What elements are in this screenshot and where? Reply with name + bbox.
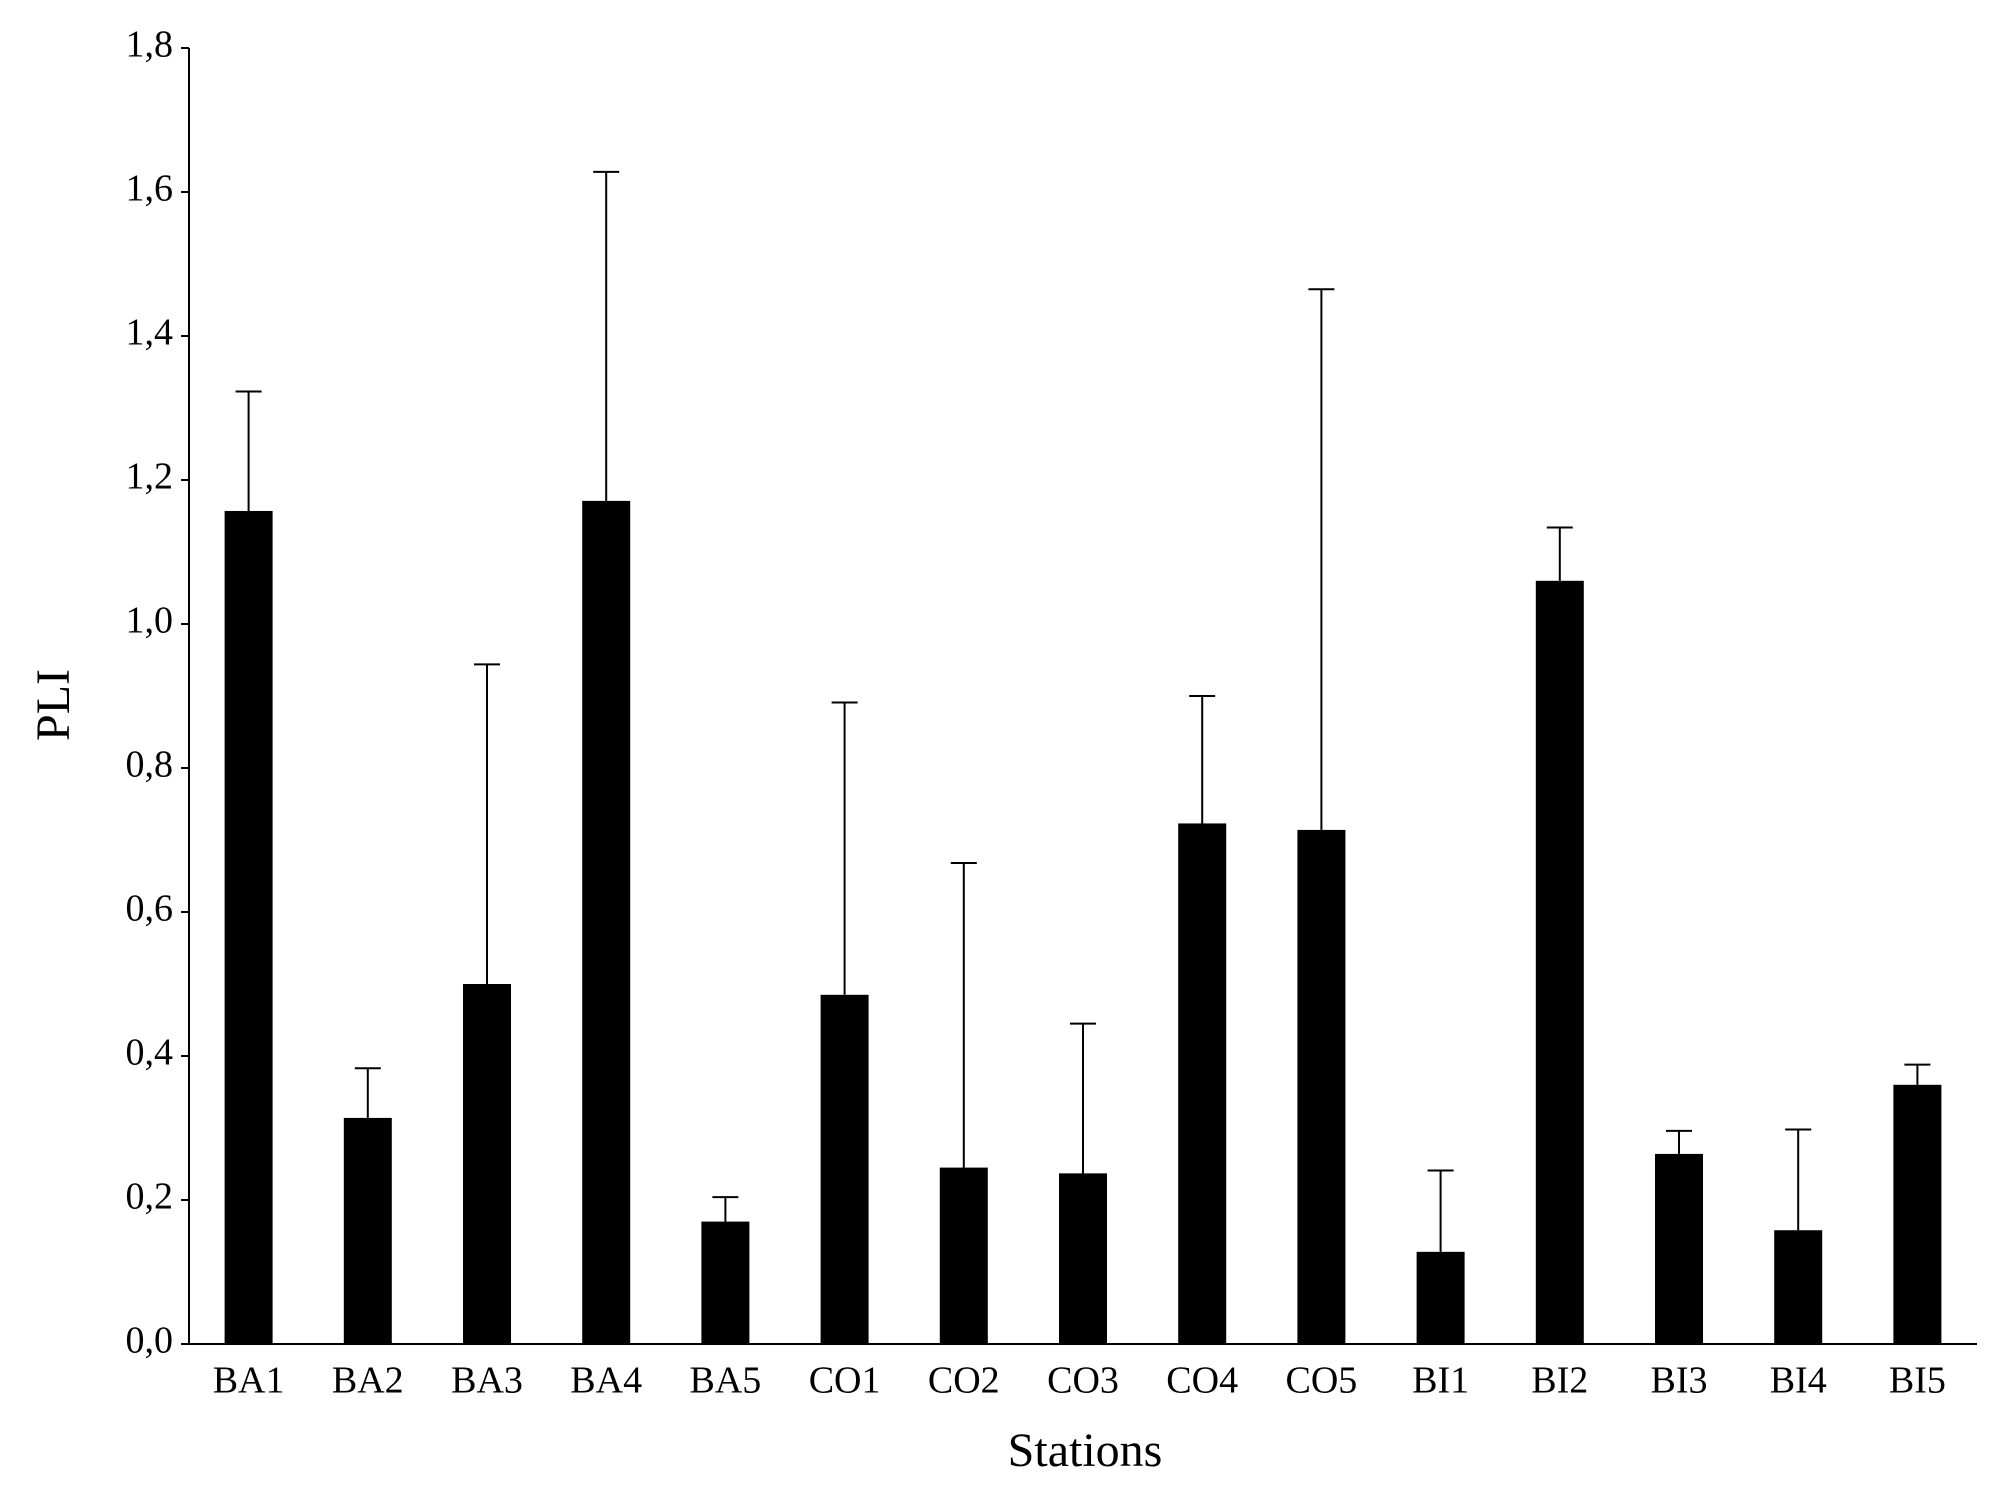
error-bar (1189, 695, 1216, 824)
y-tick-label: 1,6 (126, 168, 174, 210)
x-tick-label: BA5 (690, 1360, 762, 1402)
error-bar (354, 1067, 381, 1118)
y-tick-label: 0,0 (126, 1320, 174, 1362)
error-bar (1904, 1063, 1931, 1085)
error-bar (712, 1196, 739, 1222)
y-tick-label: 0,2 (126, 1176, 174, 1218)
bar (1774, 1230, 1823, 1344)
x-tick-label: BI2 (1531, 1360, 1588, 1402)
x-tick-label: BI5 (1889, 1360, 1946, 1402)
x-tick-label: BI1 (1412, 1360, 1469, 1402)
x-tick-label: BA3 (451, 1360, 523, 1402)
x-tick-label: CO4 (1166, 1360, 1238, 1402)
y-tick-label: 0,6 (126, 888, 174, 930)
bar (1297, 829, 1346, 1344)
error-bar (235, 390, 262, 511)
bar (820, 994, 869, 1344)
x-tick-label: CO3 (1047, 1360, 1119, 1402)
bar (224, 510, 273, 1345)
bar (463, 984, 511, 1344)
y-tick-label: 1,8 (126, 24, 174, 66)
x-axis-title: Stations (1008, 1424, 1163, 1477)
y-axis-title: PLI (27, 669, 80, 741)
x-tick-label: BA1 (213, 1360, 285, 1402)
error-bar (474, 663, 500, 984)
bar (1655, 1153, 1703, 1344)
y-tick-label: 0,4 (126, 1032, 174, 1074)
bar (1178, 823, 1227, 1344)
bar (582, 500, 631, 1344)
error-bar (831, 701, 858, 995)
error-bar (1070, 1022, 1096, 1174)
error-bar (1666, 1129, 1692, 1154)
error-bar (1427, 1169, 1454, 1252)
bar (701, 1221, 750, 1344)
x-tick-label: CO5 (1286, 1360, 1358, 1402)
y-tick-label: 1,4 (126, 312, 174, 354)
x-tick-label: BA4 (570, 1360, 642, 1402)
bar (939, 1167, 988, 1344)
bar (1059, 1173, 1107, 1344)
bar (1893, 1084, 1942, 1344)
y-tick-label: 0,8 (126, 744, 174, 786)
error-bar (1546, 526, 1573, 581)
y-tick-label: 1,2 (126, 456, 174, 498)
error-bar (1785, 1128, 1812, 1231)
bar (1535, 580, 1584, 1344)
bar (343, 1117, 392, 1344)
x-tick-label: BA2 (332, 1360, 404, 1402)
error-bar (593, 170, 620, 501)
error-bar (1308, 288, 1335, 830)
x-tick-label: CO1 (809, 1360, 881, 1402)
y-tick-label: 1,0 (126, 600, 174, 642)
x-tick-label: BI4 (1770, 1360, 1827, 1402)
x-tick-label: BI3 (1651, 1360, 1708, 1402)
bar (1416, 1251, 1465, 1344)
error-bar (950, 862, 977, 1168)
x-tick-label: CO2 (928, 1360, 1000, 1402)
